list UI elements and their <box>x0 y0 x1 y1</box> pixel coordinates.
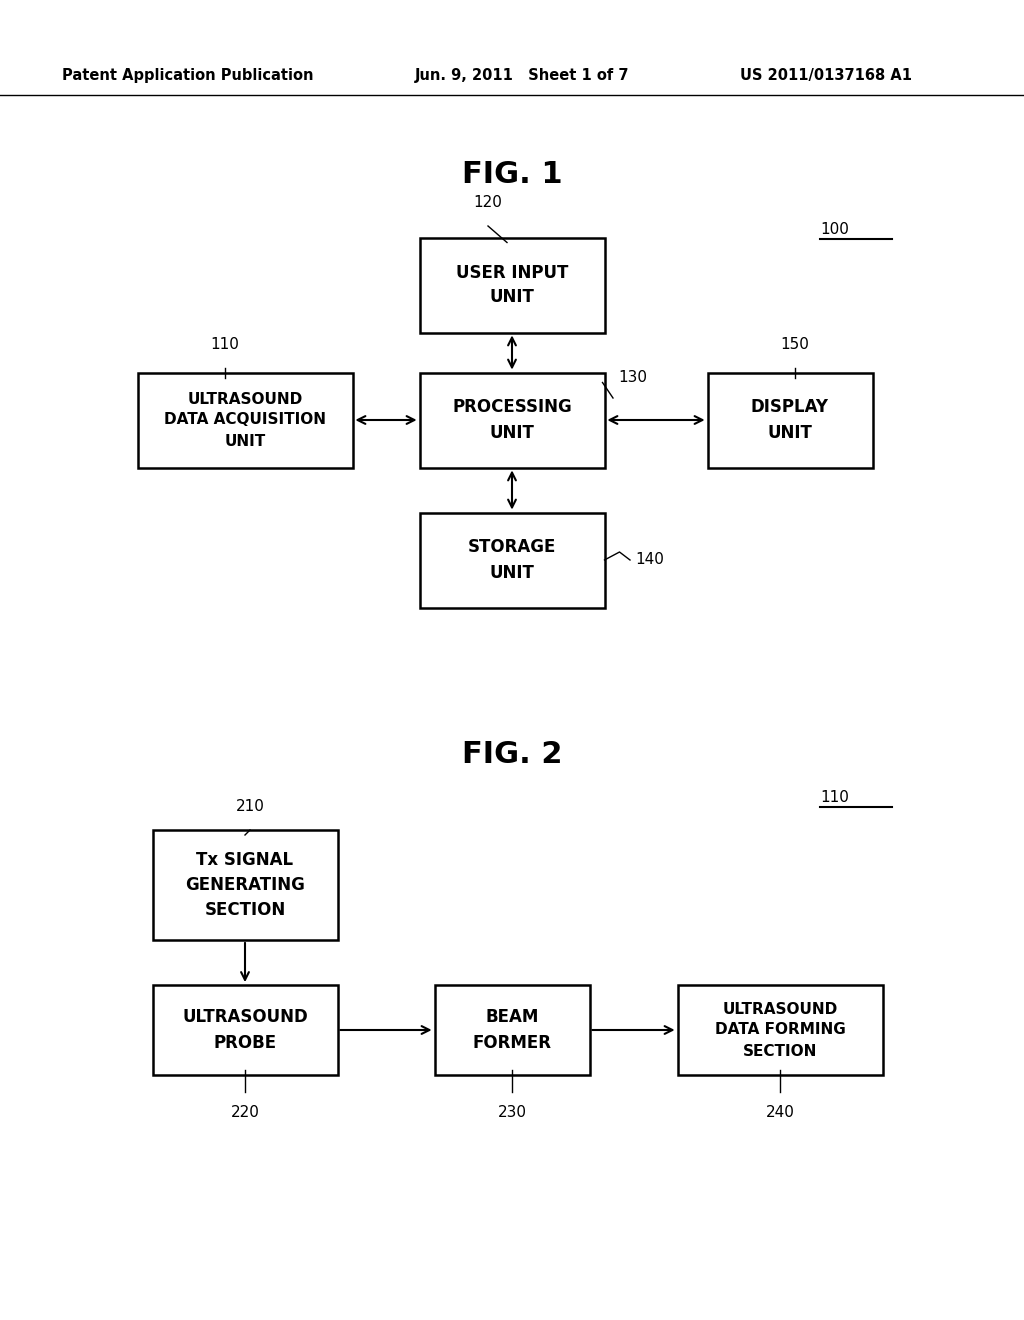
Text: US 2011/0137168 A1: US 2011/0137168 A1 <box>740 69 912 83</box>
Text: 100: 100 <box>820 222 849 238</box>
Text: 130: 130 <box>618 370 647 385</box>
Text: 110: 110 <box>211 337 240 352</box>
Text: 240: 240 <box>766 1105 795 1119</box>
Text: FIG. 1: FIG. 1 <box>462 160 562 189</box>
Text: 220: 220 <box>230 1105 259 1119</box>
Bar <box>708 372 872 467</box>
Text: PROCESSING
UNIT: PROCESSING UNIT <box>453 399 571 441</box>
Text: 120: 120 <box>473 195 503 210</box>
Text: DISPLAY
UNIT: DISPLAY UNIT <box>751 399 829 441</box>
Bar <box>678 985 883 1074</box>
Text: FIG. 2: FIG. 2 <box>462 741 562 770</box>
Text: ULTRASOUND
DATA FORMING
SECTION: ULTRASOUND DATA FORMING SECTION <box>715 1002 846 1059</box>
Text: Patent Application Publication: Patent Application Publication <box>62 69 313 83</box>
Bar <box>420 512 604 607</box>
Text: Tx SIGNAL
GENERATING
SECTION: Tx SIGNAL GENERATING SECTION <box>185 851 305 919</box>
Text: STORAGE
UNIT: STORAGE UNIT <box>468 539 556 582</box>
Text: 210: 210 <box>236 799 264 814</box>
Bar <box>153 985 338 1074</box>
Text: ULTRASOUND
DATA ACQUISITION
UNIT: ULTRASOUND DATA ACQUISITION UNIT <box>164 392 326 449</box>
Text: BEAM
FORMER: BEAM FORMER <box>472 1008 552 1052</box>
Bar <box>420 238 604 333</box>
Bar <box>137 372 352 467</box>
Text: 140: 140 <box>635 553 664 568</box>
Text: 150: 150 <box>780 337 809 352</box>
Text: 110: 110 <box>820 789 849 805</box>
Text: Jun. 9, 2011   Sheet 1 of 7: Jun. 9, 2011 Sheet 1 of 7 <box>415 69 630 83</box>
Bar <box>420 372 604 467</box>
Text: USER INPUT
UNIT: USER INPUT UNIT <box>456 264 568 306</box>
Text: 230: 230 <box>498 1105 526 1119</box>
Text: ULTRASOUND
PROBE: ULTRASOUND PROBE <box>182 1008 308 1052</box>
Bar <box>434 985 590 1074</box>
Bar <box>153 830 338 940</box>
